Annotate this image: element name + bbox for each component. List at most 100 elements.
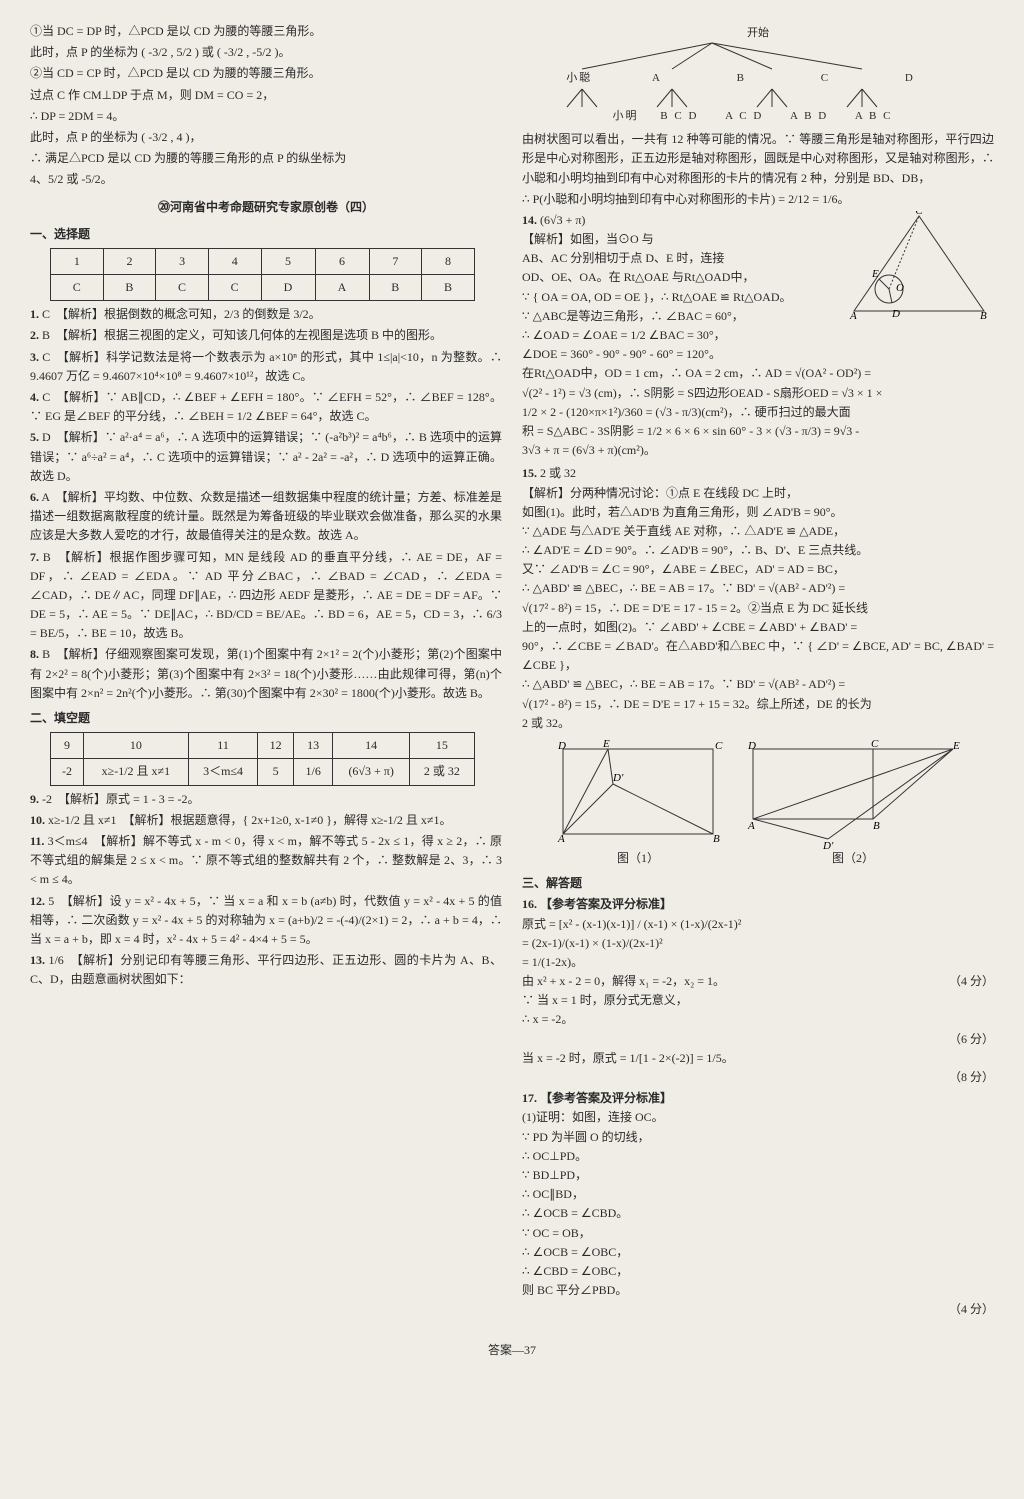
- item: 13. 1/6 【解析】分别记印有等腰三角形、平行四边形、正五边形、圆的卡片为 …: [30, 951, 502, 989]
- item-ans: -2: [39, 792, 64, 806]
- paper-title: ⑳河南省中考命题研究专家原创卷（四）: [30, 198, 502, 217]
- diagram-1: D E C A B D' 图（1）: [553, 739, 723, 868]
- q16-end: 当 x = -2 时，原式 = 1/[1 - 2×(-2)] = 1/5。: [522, 1049, 994, 1068]
- item: 1. C 【解析】根据倒数的概念可知，2/3 的倒数是 3/2。: [30, 305, 502, 324]
- line: √(17² - 8²) = 15，∴ DE = D'E = 17 - 15 = …: [522, 599, 994, 618]
- item-text: 【解析】根据题意得，{ 2x+1≥0, x-1≠0 }，解得 x≥-1/2 且 …: [129, 813, 452, 827]
- cell: B: [422, 275, 475, 301]
- q16-lines: 原式 = [x² - (x-1)(x-1)] / (x-1) × (1-x)/(…: [522, 915, 994, 973]
- q15-lines: 【解析】分两种情况讨论：①点 E 在线段 DC 上时，如图(1)。此时，若△AD…: [522, 484, 994, 733]
- item-text: 【解析】∵ AB∥CD，∴ ∠BEF + ∠EFH = 180°。∵ ∠EFH …: [30, 390, 502, 423]
- q15: 15. 2 或 32 【解析】分两种情况讨论：①点 E 在线段 DC 上时，如图…: [522, 464, 994, 733]
- intro-line-3: 过点 C 作 CM⊥DP 于点 M，则 DM = CO = 2，: [30, 86, 502, 105]
- line: 1/2 × 2 - (120×π×1²)/360 = (√3 - π/3)(cm…: [522, 403, 994, 422]
- select-head: 一、选择题: [30, 225, 502, 244]
- svg-text:A: A: [747, 820, 755, 832]
- item-num: 11.: [30, 834, 44, 848]
- ans-head: 【参考答案及评分标准】: [540, 897, 672, 911]
- line: ∠DOE = 360° - 90° - 90° - 60° = 120°。: [522, 345, 994, 364]
- item-text: 【解析】根据三视图的定义，可知该几何体的左视图是选项 B 中的图形。: [62, 328, 442, 342]
- cell: B: [369, 275, 422, 301]
- item-text: 【解析】设 y = x² - 4x + 5，∵ 当 x = a 和 x = b …: [30, 894, 502, 946]
- item-text: 【解析】根据作图步骤可知，MN 是线段 AD 的垂直平分线，∴ AE = DE，…: [30, 550, 502, 641]
- q17-lines: (1)证明：如图，连接 OC。∵ PD 为半圆 O 的切线，∴ OC⊥PD。∵ …: [522, 1108, 994, 1300]
- svg-text:D': D': [822, 840, 834, 849]
- svg-text:D: D: [891, 308, 900, 320]
- page-container: ①当 DC = DP 时，△PCD 是以 CD 为腰的等腰三角形。 此时，点 P…: [30, 20, 994, 1321]
- line: (1)证明：如图，连接 OC。: [522, 1108, 994, 1127]
- fill-table: 9 10 11 12 13 14 15 -2 x≥-1/2 且 x≠1 3＜m≤…: [50, 732, 475, 785]
- line: = (2x-1)/(x-1) × (1-x)/(2x-1)²: [522, 934, 994, 953]
- line: ∴ △ABD' ≌ △BEC，∴ BE = AB = 17。∵ BD' = √(…: [522, 675, 994, 694]
- cell: 3＜m≤4: [188, 759, 258, 785]
- line: 3√3 + π = (6√3 + π)(cm²)。: [522, 441, 994, 460]
- item: 10. x≥-1/2 且 x≠1 【解析】根据题意得，{ 2x+1≥0, x-1…: [30, 811, 502, 830]
- line: ∴ ∠OCB = ∠CBD。: [522, 1204, 994, 1223]
- item: 8. B 【解析】仔细观察图案可发现，第(1)个图案中有 2×1² = 2(个)…: [30, 645, 502, 703]
- cell: 14: [333, 733, 409, 759]
- item-ans: B: [39, 550, 64, 564]
- svg-text:C: C: [715, 740, 723, 752]
- line: 积 = S△ABC - 3S阴影 = 1/2 × 6 × 6 × sin 60°…: [522, 422, 994, 441]
- tree-leaves: B C D: [660, 110, 698, 122]
- intro-line-1: 此时，点 P 的坐标为 ( -3/2 , 5/2 ) 或 ( -3/2 , -5…: [30, 43, 502, 62]
- q16: 16. 【参考答案及评分标准】 原式 = [x² - (x-1)(x-1)] /…: [522, 895, 994, 1087]
- item-ans: C: [39, 350, 63, 364]
- item-text: 【解析】平均数、中位数、众数是描述一组数据集中程度的统计量；方差、标准差是描述一…: [30, 490, 502, 542]
- svg-text:A: A: [557, 833, 565, 845]
- cell: 8: [422, 248, 475, 274]
- tree-label: 小聪: [566, 72, 592, 84]
- svg-text:A: A: [849, 310, 857, 321]
- line: 如图(1)。此时，若△AD'B 为直角三角形，则 ∠AD'B = 90°。: [522, 503, 994, 522]
- svg-text:E: E: [602, 739, 610, 750]
- intro-line-7: 4、5/2 或 -5/2。: [30, 170, 502, 189]
- item-ans: 3＜m≤4: [44, 834, 100, 848]
- select-table: 1 2 3 4 5 6 7 8 C B C C D A B B: [50, 248, 475, 301]
- item-text: 【解析】∵ a²·a⁴ = a⁶，∴ A 选项中的运算错误；∵ (-a²b³)²…: [30, 430, 502, 482]
- score: （4 分）: [949, 972, 994, 991]
- line: ∴ △ABD' ≌ △BEC，∴ BE = AB = 17。∵ BD' = √(…: [522, 579, 994, 598]
- line: ∴ OC∥BD，: [522, 1185, 994, 1204]
- line: ∴ ∠CBD = ∠OBC，: [522, 1262, 994, 1281]
- item-num: 13.: [30, 953, 45, 967]
- line: 则 BC 平分∠PBD。: [522, 1281, 994, 1300]
- cell: 11: [188, 733, 258, 759]
- table-row: 1 2 3 4 5 6 7 8: [51, 248, 475, 274]
- line: √(2² - 1²) = √3 (cm)，∴ S阴影 = S四边形OEAD - …: [522, 384, 994, 403]
- svg-text:B: B: [873, 820, 880, 832]
- cell: C: [208, 275, 261, 301]
- line: ∴ OC⊥PD。: [522, 1147, 994, 1166]
- item-num: 6.: [30, 490, 39, 504]
- item-ans: C: [39, 307, 62, 321]
- rect-diagram-2: D C E A B D': [743, 739, 963, 849]
- cell: -2: [51, 759, 84, 785]
- cell: 1: [51, 248, 104, 274]
- line: ∴ ∠AD'E = ∠D = 90°。∴ ∠AD'B = 90°，∴ B、D'、…: [522, 541, 994, 560]
- item: 12. 5 【解析】设 y = x² - 4x + 5，∵ 当 x = a 和 …: [30, 892, 502, 950]
- svg-text:C: C: [871, 739, 879, 750]
- cell: 4: [208, 248, 261, 274]
- svg-text:B: B: [980, 310, 987, 321]
- line: 由 x² + x - 2 = 0，解得 x₁ = -2，x₂ = 1。: [522, 972, 994, 991]
- line: ∴ x = -2。: [522, 1010, 994, 1029]
- cell: 1/6: [293, 759, 333, 785]
- cell: C: [51, 275, 104, 301]
- item-num: 12.: [30, 894, 45, 908]
- tree-node: B: [737, 72, 746, 84]
- line: ∵ PD 为半圆 O 的切线，: [522, 1128, 994, 1147]
- tree-leaves: A B C: [855, 110, 893, 122]
- item-num: 15.: [522, 466, 537, 480]
- svg-text:E: E: [871, 268, 879, 280]
- item-ans: 1/6: [45, 953, 77, 967]
- score: （6 分）: [949, 1030, 994, 1049]
- intro-line-6: ∴ 满足△PCD 是以 CD 为腰的等腰三角形的点 P 的纵坐标为: [30, 149, 502, 168]
- item-num: 10.: [30, 813, 45, 827]
- cell: (6√3 + π): [333, 759, 409, 785]
- intro-line-4: ∴ DP = 2DM = 4。: [30, 107, 502, 126]
- tree-l2: 小聪 A B C D: [522, 71, 994, 86]
- svg-text:C: C: [915, 211, 923, 217]
- cell: 2: [103, 248, 156, 274]
- item-num: 14.: [522, 213, 537, 227]
- item: 3. C 【解析】科学记数法是将一个数表示为 a×10ⁿ 的形式，其中 1≤|a…: [30, 348, 502, 386]
- tree-text: 由树状图可以看出，一共有 12 种等可能的情况。∵ 等腰三角形是轴对称图形，平行…: [522, 130, 994, 188]
